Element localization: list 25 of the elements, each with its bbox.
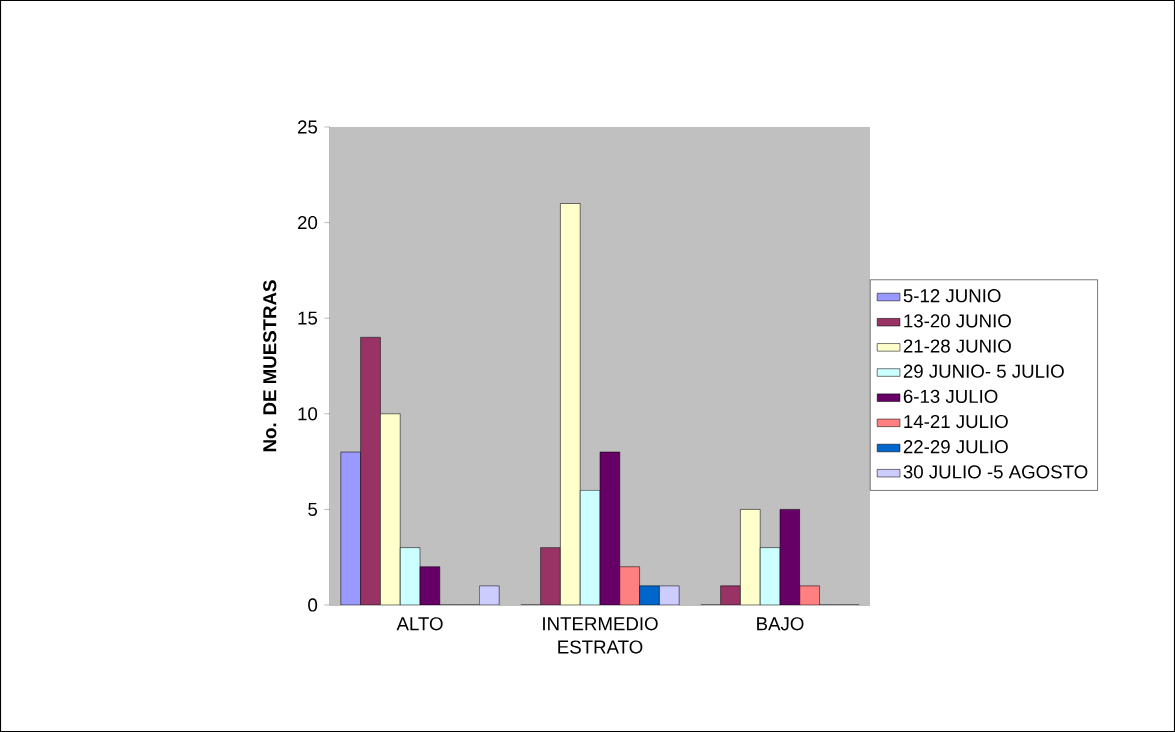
y-tick-label: 0	[308, 598, 318, 612]
y-tick-label: 10	[298, 407, 318, 421]
y-tick-label: 20	[298, 215, 318, 230]
legend-label: 5-12 JUNIO	[903, 289, 1001, 303]
legend-label: 22-29 JULIO	[903, 440, 1008, 454]
legend-label: 13-20 JUNIO	[904, 314, 1011, 328]
x-tick-label: INTERMEDIO	[543, 617, 658, 631]
x-tick-label: ALTO	[396, 617, 443, 631]
x-axis-title: ESTRATO	[558, 640, 643, 654]
x-tick-label: BAJO	[757, 617, 804, 631]
legend-label: 29 JUNIO- 5 JULIO	[903, 364, 1064, 378]
y-axis-title: No. DE MUESTRAS	[263, 280, 277, 452]
bar	[360, 337, 381, 605]
legend-label: 21-28 JUNIO	[903, 339, 1011, 353]
y-tick-label: 25	[298, 120, 318, 134]
y-tick-label: 5	[308, 502, 318, 516]
legend-label: 14-21 JULIO	[904, 414, 1008, 429]
bar	[540, 547, 561, 605]
y-tick-label: 15	[298, 311, 318, 325]
bar	[740, 509, 761, 605]
bar	[380, 413, 401, 605]
legend-label: 6-13 JULIO	[903, 389, 998, 403]
bar	[580, 490, 601, 605]
bar	[560, 203, 581, 605]
legend-label: 30 JULIO -5 AGOSTO	[903, 465, 1088, 479]
